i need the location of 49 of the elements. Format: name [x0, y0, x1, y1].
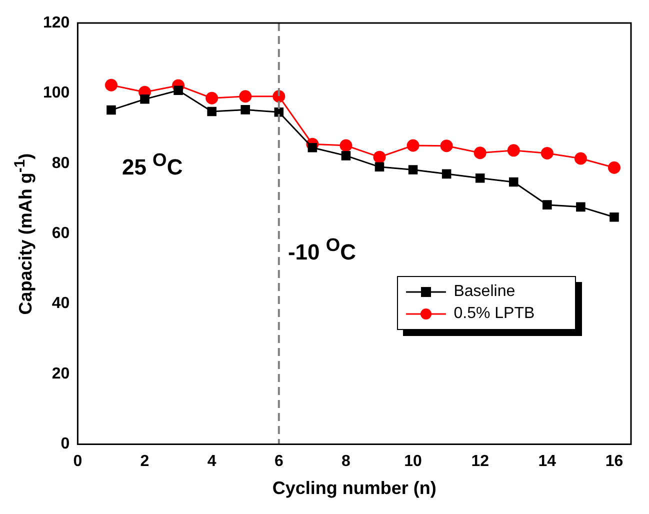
point — [542, 200, 552, 210]
point — [206, 92, 218, 104]
annotation: 25 $^{O}$C — [122, 149, 183, 181]
y-tick-label: 80 — [52, 154, 70, 172]
x-axis-title: Cycling number (n) — [272, 478, 436, 498]
legend-label: 0.5% LPTB — [454, 304, 535, 324]
point — [508, 177, 518, 187]
point — [240, 105, 250, 114]
point — [574, 152, 587, 165]
point — [406, 139, 420, 152]
point — [106, 105, 116, 115]
point — [174, 86, 183, 96]
point — [104, 78, 118, 92]
point — [440, 140, 453, 152]
y-tick-label: 100 — [42, 84, 70, 102]
point — [610, 212, 619, 222]
point — [474, 146, 486, 160]
x-tick-label: 4 — [207, 453, 216, 470]
point — [340, 139, 352, 152]
x-tick-label: 8 — [342, 453, 351, 470]
y-tick-label: 0 — [60, 436, 70, 453]
x-tick-label: 14 — [538, 453, 556, 470]
legend-label: Baseline — [454, 282, 516, 302]
x-tick-label: 10 — [404, 453, 422, 470]
y-tick-label: 120 — [42, 14, 70, 32]
point — [408, 165, 418, 174]
point — [373, 150, 386, 164]
point — [274, 108, 284, 117]
point — [576, 202, 586, 212]
point — [140, 94, 150, 104]
point — [374, 162, 384, 172]
point — [239, 90, 252, 103]
y-tick-label: 40 — [52, 295, 70, 312]
x-tick-label: 6 — [274, 453, 284, 470]
y-tick-label: 20 — [52, 365, 70, 382]
point — [540, 146, 554, 160]
x-tick-label: 2 — [140, 453, 150, 470]
y-tick-label: 60 — [52, 225, 70, 242]
point — [308, 142, 318, 152]
x-tick-label: 16 — [605, 453, 624, 470]
point — [207, 106, 216, 116]
annotation: -10 $^{O}$C — [288, 234, 356, 265]
point — [341, 151, 351, 160]
x-tick-label: 0 — [73, 453, 82, 470]
point — [507, 144, 520, 157]
point — [608, 161, 620, 174]
point — [442, 169, 452, 179]
point — [475, 174, 485, 183]
x-tick-label: 12 — [471, 453, 490, 470]
